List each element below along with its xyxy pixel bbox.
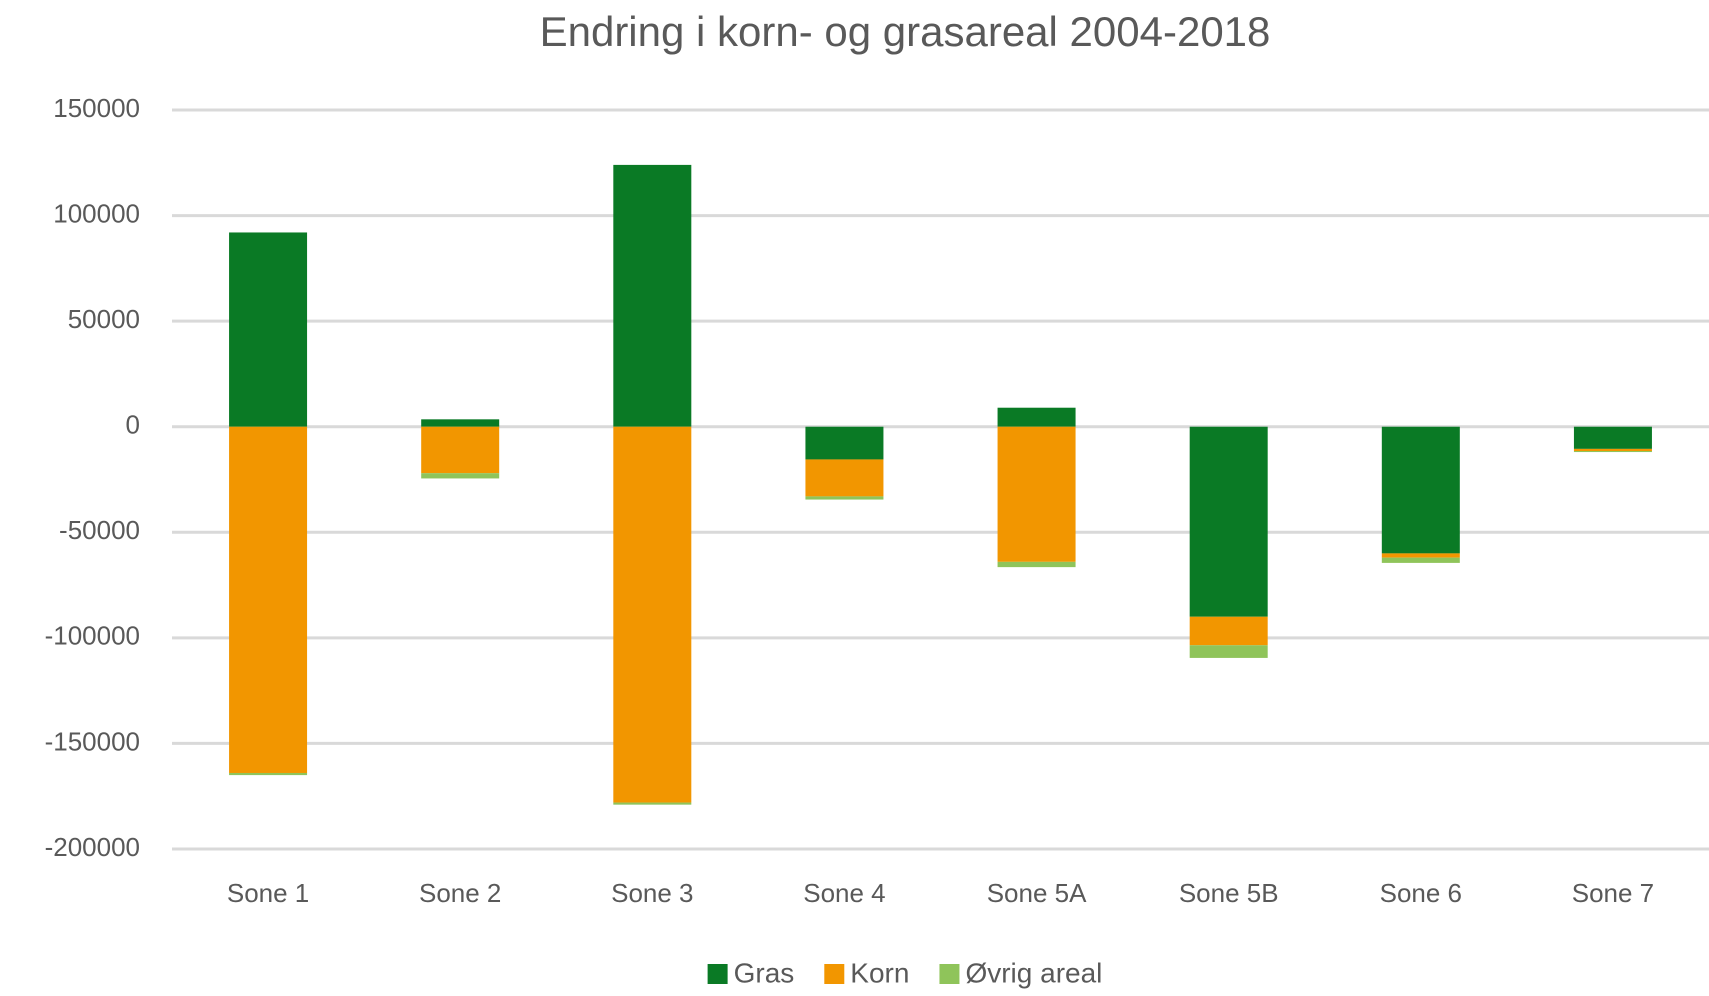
y-tick-label: -200000 (45, 832, 140, 862)
bar-segment (1381, 553, 1460, 558)
x-tick-label: Sone 5A (987, 878, 1087, 908)
bar-segment (1381, 426, 1460, 554)
bar-segment (1189, 426, 1268, 617)
legend-swatch (939, 964, 960, 984)
bar-segment (613, 164, 692, 427)
x-tick-label: Sone 4 (803, 878, 885, 908)
y-tick-label: -100000 (45, 621, 140, 651)
bar-segment (805, 459, 884, 497)
bar-segment (805, 426, 884, 460)
bar-segment (805, 496, 884, 500)
x-tick-label: Sone 7 (1572, 878, 1654, 908)
legend-swatch (707, 964, 728, 984)
legend-label: Gras (734, 957, 795, 988)
legend-label: Korn (850, 957, 909, 988)
legend: Gras Korn Øvrig areal (707, 957, 1102, 988)
x-tick-label: Sone 6 (1380, 878, 1462, 908)
bar-segment (997, 426, 1076, 562)
x-tick-label: Sone 1 (227, 878, 309, 908)
y-tick-label: 50000 (68, 304, 140, 334)
bar-segment (229, 426, 308, 773)
bar-segment (421, 473, 500, 479)
y-tick-label: 150000 (53, 93, 140, 123)
bar-segment (613, 802, 692, 805)
bar-segment (997, 407, 1076, 427)
bar-segment (229, 772, 308, 776)
bar-segment (1381, 557, 1460, 563)
bar-segment (613, 426, 692, 803)
bar-segment (1573, 448, 1652, 451)
bar-segment (1189, 616, 1268, 646)
legend-swatch (824, 964, 845, 984)
bar-segment (1573, 426, 1652, 449)
x-tick-label: Sone 2 (419, 878, 501, 908)
legend-label: Øvrig areal (965, 957, 1102, 988)
y-tick-label: -150000 (45, 726, 140, 756)
x-tick-label: Sone 5B (1179, 878, 1279, 908)
x-tick-label: Sone 3 (611, 878, 693, 908)
bar-segment (1573, 450, 1652, 453)
chart-title: Endring i korn- og grasareal 2004-2018 (540, 8, 1271, 55)
bar-segment (421, 426, 500, 474)
bar-segment (421, 419, 500, 427)
y-tick-label: -50000 (59, 515, 140, 545)
bar-segment (997, 561, 1076, 568)
y-tick-label: 0 (126, 410, 140, 440)
y-tick-label: 100000 (53, 198, 140, 228)
bar-segment (1189, 645, 1268, 658)
bar-segment (229, 232, 308, 427)
